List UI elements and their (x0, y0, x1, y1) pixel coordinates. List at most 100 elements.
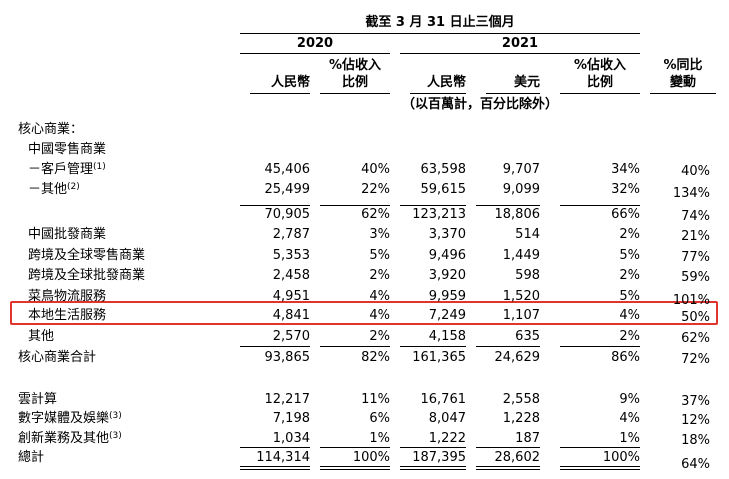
cell-pct2021: 5% (619, 289, 640, 304)
cell-pct2021: 32% (611, 182, 640, 197)
cell-pct2020: 4% (369, 308, 390, 323)
cell-rmb2020: 2,458 (272, 268, 310, 283)
grand-total-rule-pct-2020 (320, 447, 390, 448)
cell-usd2021: 18,806 (494, 207, 541, 222)
footnote-marker: (3) (109, 411, 122, 421)
cell-pct2020: 6% (369, 411, 390, 426)
cell-yoy: 101% (672, 293, 710, 308)
cell-pct2021: 2% (619, 268, 640, 283)
cell-pct2020: 100% (352, 450, 390, 465)
core-total-rule-pct-2020 (320, 346, 390, 347)
cell-usd2021: 28,602 (494, 450, 541, 465)
cell-pct2020: 2% (369, 329, 390, 344)
col-underline-rmb-2020 (250, 93, 310, 94)
core-total-rule-usd-2021 (476, 346, 540, 347)
grand-total-double-rule-pct-2021 (560, 466, 640, 470)
cell-usd2021: 24,629 (494, 350, 541, 365)
cell-yoy: 77% (681, 250, 710, 265)
cell-rmb2020: 114,314 (256, 450, 310, 465)
year-2021-divider (400, 53, 640, 54)
highlight-box (10, 301, 718, 325)
cell-usd2021: 1,520 (502, 289, 540, 304)
cell-rmb2021: 1,222 (428, 431, 466, 446)
subtotal-rule-rmb-2021 (400, 205, 466, 206)
cell-rmb2021: 3,920 (428, 268, 466, 283)
cell-pct2020: 2% (369, 268, 390, 283)
col-underline-yoy (650, 93, 716, 94)
cell-rmb2020: 93,865 (264, 350, 311, 365)
col-header-pct-2021-line2: 比例 (586, 75, 613, 90)
grand-total-rule-usd-2021 (476, 447, 540, 448)
cell-usd2021: 187 (515, 431, 540, 446)
cell-rmb2020: 1,034 (272, 431, 310, 446)
cell-yoy: 134% (672, 186, 710, 201)
cell-pct2020: 11% (361, 392, 390, 407)
cell-yoy: 18% (681, 433, 710, 448)
col-header-yoy-line2: 變動 (669, 75, 696, 90)
row-label: 跨境及全球零售商業 (28, 248, 146, 263)
row-label: 菜鳥物流服務 (28, 289, 107, 304)
col-header-rmb-2021: 人民幣 (426, 75, 466, 90)
cell-usd2021: 9,707 (502, 162, 540, 177)
cell-pct2020: 5% (369, 248, 390, 263)
core-total-rule-rmb-2021 (400, 346, 466, 347)
cell-yoy: 21% (681, 229, 710, 244)
cell-yoy: 40% (681, 164, 710, 179)
col-underline-pct-2021 (560, 93, 640, 94)
year-2020-header: 2020 (296, 36, 334, 51)
cell-pct2020: 40% (361, 162, 390, 177)
cell-pct2021: 100% (602, 450, 640, 465)
row-label: －客戶管理(1) (28, 162, 106, 177)
year-2021-header: 2021 (501, 36, 539, 51)
cell-yoy: 59% (681, 270, 710, 285)
cell-rmb2020: 7,198 (272, 411, 310, 426)
cell-rmb2021: 161,365 (412, 350, 466, 365)
row-label: 總計 (18, 450, 45, 465)
col-underline-pct-2020 (320, 93, 390, 94)
cell-yoy: 64% (681, 457, 710, 472)
cell-pct2021: 66% (611, 207, 640, 222)
row-label: 其他 (28, 329, 55, 344)
cell-rmb2020: 4,841 (272, 308, 310, 323)
cell-rmb2021: 63,598 (420, 162, 467, 177)
cell-pct2021: 5% (619, 248, 640, 263)
grand-total-double-rule-rmb-2021 (400, 466, 466, 470)
cell-usd2021: 9,099 (502, 182, 540, 197)
cell-pct2021: 34% (611, 162, 640, 177)
subtotal-rule-pct-2020 (320, 205, 390, 206)
footnote-marker: (3) (109, 431, 122, 441)
row-label: 核心商業合計 (18, 350, 97, 365)
cell-rmb2021: 8,047 (428, 411, 466, 426)
cell-yoy: 72% (681, 352, 710, 367)
grand-total-double-rule-pct-2020 (320, 466, 390, 470)
grand-total-rule-rmb-2020 (240, 447, 310, 448)
subtotal-rule-pct-2021 (560, 205, 640, 206)
cell-pct2020: 3% (369, 227, 390, 242)
footnote-marker: (1) (93, 162, 106, 172)
subtotal-rule-rmb-2020 (240, 205, 310, 206)
cell-rmb2021: 59,615 (420, 182, 467, 197)
cell-usd2021: 1,228 (502, 411, 540, 426)
period-divider (240, 33, 640, 34)
cell-pct2021: 4% (619, 308, 640, 323)
cell-rmb2020: 2,570 (272, 329, 310, 344)
cell-rmb2021: 9,959 (428, 289, 466, 304)
cell-usd2021: 2,558 (502, 392, 540, 407)
cell-usd2021: 1,449 (502, 248, 540, 263)
row-label: 中國批發商業 (28, 227, 107, 242)
row-label: 雲計算 (18, 392, 58, 407)
cell-yoy: 74% (681, 209, 710, 224)
cell-rmb2021: 7,249 (428, 308, 466, 323)
row-label: 中國零售商業 (28, 142, 107, 157)
cell-yoy: 37% (681, 394, 710, 409)
cell-yoy: 12% (681, 413, 710, 428)
cell-usd2021: 1,107 (502, 308, 540, 323)
grand-total-double-rule-usd-2021 (476, 466, 540, 470)
cell-yoy: 50% (681, 310, 710, 325)
col-header-pct-2020-line1: %佔收入 (328, 58, 382, 73)
cell-rmb2020: 4,951 (272, 289, 310, 304)
cell-yoy: 62% (681, 331, 710, 346)
period-header: 截至 3 月 31 日止三個月 (365, 15, 515, 30)
cell-rmb2020: 2,787 (272, 227, 310, 242)
col-header-rmb-2020: 人民幣 (270, 75, 310, 90)
